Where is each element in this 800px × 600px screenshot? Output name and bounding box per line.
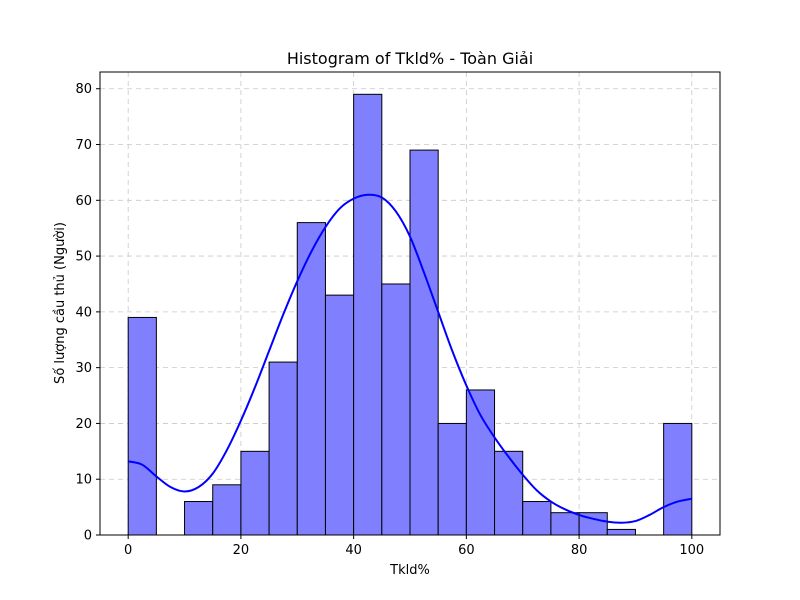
histogram-bar	[522, 501, 552, 536]
histogram-bar	[494, 450, 524, 536]
y-tick-label: 50	[75, 250, 92, 265]
histogram-bar	[381, 283, 411, 536]
histogram-bar	[409, 149, 439, 536]
x-tick-label: 40	[345, 543, 362, 558]
y-tick-label: 0	[84, 529, 92, 544]
x-tick-label: 0	[124, 543, 132, 558]
x-tick-label: 20	[233, 543, 250, 558]
kde-layer	[127, 193, 693, 524]
y-axis-label: Số lượng cầu thủ (Người)	[53, 222, 68, 384]
y-tick-label: 60	[75, 194, 92, 209]
histogram-bar	[184, 501, 214, 536]
x-axis-label: Tkld%	[389, 563, 430, 578]
histogram-bar	[606, 528, 636, 536]
histogram-bar	[127, 316, 157, 536]
x-tick-label: 80	[571, 543, 588, 558]
chart-title: Histogram of Tkld% - Toàn Giải	[287, 49, 533, 68]
y-tick-label: 10	[75, 473, 92, 488]
y-tick-label: 30	[75, 361, 92, 376]
y-tick-label: 80	[75, 82, 92, 97]
histogram-bar	[296, 222, 326, 536]
y-tick-label: 20	[75, 417, 92, 432]
bars-layer	[127, 93, 693, 536]
histogram-bar	[240, 450, 270, 536]
histogram-bar	[212, 484, 242, 536]
y-tick-label: 70	[75, 138, 92, 153]
histogram-bar	[268, 361, 298, 536]
histogram-bar	[437, 422, 467, 536]
x-tick-label: 60	[458, 543, 475, 558]
plot-frame	[99, 71, 721, 536]
histogram-bar	[663, 422, 693, 536]
histogram-bar	[550, 512, 580, 536]
ticks-layer: 0 20 40 60 80 100 0 10 20 30 40 50 60 70 80	[75, 82, 704, 558]
histogram-bar	[324, 294, 355, 536]
histogram-bar	[353, 93, 383, 536]
histogram-bar	[465, 389, 496, 536]
kde-curve	[127, 193, 693, 524]
x-tick-label: 100	[679, 543, 704, 558]
y-tick-label: 40	[75, 305, 92, 320]
